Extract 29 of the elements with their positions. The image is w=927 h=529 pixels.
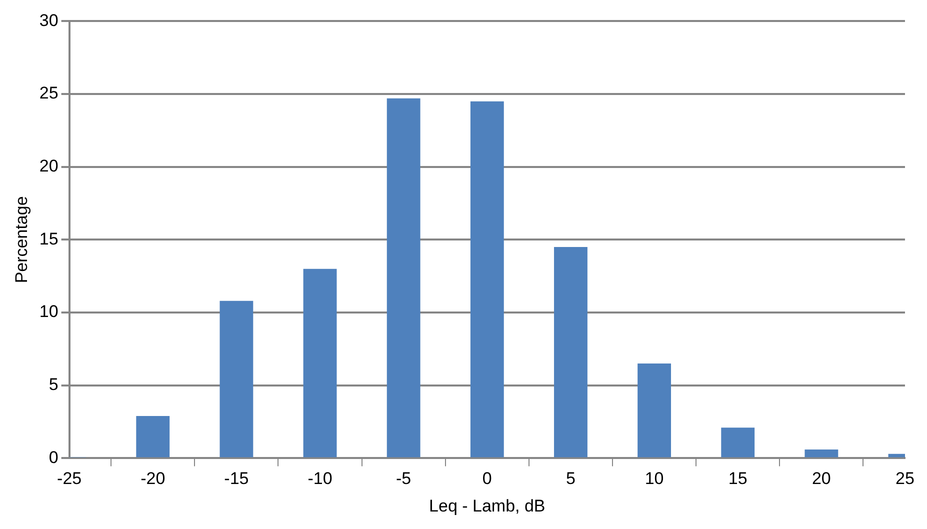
bar bbox=[804, 449, 838, 458]
x-axis-title: Leq - Lamb, dB bbox=[429, 496, 546, 516]
bar bbox=[638, 364, 672, 458]
y-tick-label: 25 bbox=[39, 84, 58, 103]
y-tick-label: 30 bbox=[39, 10, 58, 30]
x-tick-label: 10 bbox=[644, 469, 664, 488]
x-tick-label: 15 bbox=[728, 469, 748, 488]
y-tick-label: 10 bbox=[39, 302, 58, 322]
x-tick-label: 5 bbox=[566, 469, 576, 488]
x-tick-label: 0 bbox=[482, 469, 492, 488]
y-tick-label: 0 bbox=[48, 448, 58, 467]
x-tick-label: 25 bbox=[896, 469, 914, 488]
bar bbox=[136, 416, 170, 458]
x-tick-label: -25 bbox=[57, 469, 82, 488]
y-tick-label: 5 bbox=[48, 375, 58, 394]
bar bbox=[470, 101, 504, 458]
x-tick-label: -10 bbox=[308, 469, 332, 488]
bar bbox=[386, 98, 420, 458]
bar bbox=[554, 246, 588, 458]
x-tick-label: -20 bbox=[140, 469, 166, 488]
x-tick-label: -15 bbox=[224, 469, 249, 488]
bar bbox=[303, 268, 337, 458]
bar bbox=[721, 428, 755, 458]
y-axis-title: Percentage bbox=[12, 196, 31, 284]
x-tick-label: 20 bbox=[812, 469, 831, 488]
y-tick-label: 15 bbox=[39, 229, 58, 248]
y-tick-label: 20 bbox=[39, 156, 58, 176]
x-tick-label: -5 bbox=[396, 469, 412, 488]
bar bbox=[220, 300, 254, 458]
